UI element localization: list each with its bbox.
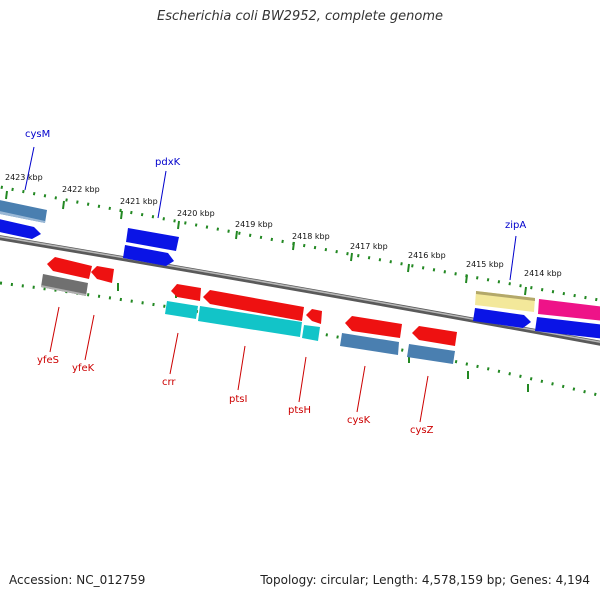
gene-block-magenta[interactable] bbox=[538, 299, 600, 321]
gene-block-steel[interactable] bbox=[407, 344, 455, 364]
tick-label: 2414 kbp bbox=[524, 269, 562, 278]
gene-block-cyan[interactable] bbox=[302, 325, 320, 341]
gene-yfeK-arrow[interactable] bbox=[91, 266, 114, 283]
accession-label: Accession: NC_012759 bbox=[9, 573, 146, 587]
gene-label-cysZ: cysZ bbox=[410, 425, 434, 436]
pdxK-leader bbox=[157, 170, 167, 219]
gene-block-steel[interactable] bbox=[340, 333, 399, 355]
gene-label-crr: crr bbox=[162, 377, 176, 388]
gene-label-ptsH: ptsH bbox=[288, 405, 311, 416]
gene-cysK-arrow[interactable] bbox=[345, 316, 402, 338]
gene-zipA-shade bbox=[476, 291, 535, 301]
genome-backbone-highlight bbox=[0, 235, 600, 343]
zipA-leader bbox=[509, 235, 517, 281]
forward-tick-track bbox=[0, 185, 600, 302]
crr-leader bbox=[169, 332, 179, 375]
gene-ptsI-arrow[interactable] bbox=[203, 290, 304, 321]
tick-label: 2419 kbp bbox=[235, 220, 273, 229]
tick-label: 2423 kbp bbox=[5, 173, 43, 182]
cysK-leader bbox=[356, 365, 366, 413]
ptsH-leader bbox=[298, 356, 307, 403]
gene-label-ptsI: ptsI bbox=[229, 394, 247, 405]
map-title: Escherichia coli BW2952, complete genome bbox=[157, 9, 443, 24]
gene-crr-arrow[interactable] bbox=[171, 284, 201, 301]
gene-label-pdxK: pdxK bbox=[155, 157, 181, 168]
gene-block-gray[interactable] bbox=[41, 274, 88, 296]
tick-label: 2420 kbp bbox=[177, 209, 215, 218]
tick-label: 2415 kbp bbox=[466, 260, 504, 269]
gene-label-yfeK: yfeK bbox=[72, 363, 95, 374]
gene-arrow-blue[interactable] bbox=[473, 308, 531, 328]
gene-ptsH-arrow[interactable] bbox=[306, 309, 322, 324]
gene-block-blue[interactable] bbox=[535, 317, 600, 339]
yfeS-leader bbox=[49, 306, 60, 353]
gene-yfeS-arrow[interactable] bbox=[47, 257, 92, 279]
gene-cysZ-arrow[interactable] bbox=[412, 326, 457, 346]
tick-label: 2421 kbp bbox=[120, 197, 158, 206]
gene-label-yfeS: yfeS bbox=[37, 355, 59, 366]
gene-block-cyan[interactable] bbox=[165, 301, 198, 319]
tick-label: 2418 kbp bbox=[292, 232, 330, 241]
gene-label-cysM: cysM bbox=[25, 129, 50, 140]
gene-arrow-blue[interactable] bbox=[0, 217, 41, 239]
tick-label: 2416 kbp bbox=[408, 251, 446, 260]
gene-cysM-block-shade bbox=[0, 211, 45, 223]
genome-backbone bbox=[0, 235, 600, 346]
cysZ-leader bbox=[419, 375, 429, 423]
gene-pdxK-block[interactable] bbox=[126, 228, 179, 251]
gene-block-cyan[interactable] bbox=[198, 306, 302, 337]
gene-label-zipA: zipA bbox=[505, 220, 526, 231]
gene-arrow-blue[interactable] bbox=[123, 245, 174, 266]
cysM-leader bbox=[24, 146, 35, 191]
gene-block-gray-shade bbox=[41, 285, 86, 296]
ptsI-leader bbox=[237, 345, 246, 391]
genome-summary: Topology: circular; Length: 4,578,159 bp… bbox=[260, 573, 590, 587]
yfeK-leader bbox=[84, 314, 95, 361]
tick-label: 2417 kbp bbox=[350, 242, 388, 251]
gene-label-cysK: cysK bbox=[347, 415, 371, 426]
tick-label: 2422 kbp bbox=[62, 185, 100, 194]
gene-cysM-block[interactable] bbox=[0, 198, 47, 223]
